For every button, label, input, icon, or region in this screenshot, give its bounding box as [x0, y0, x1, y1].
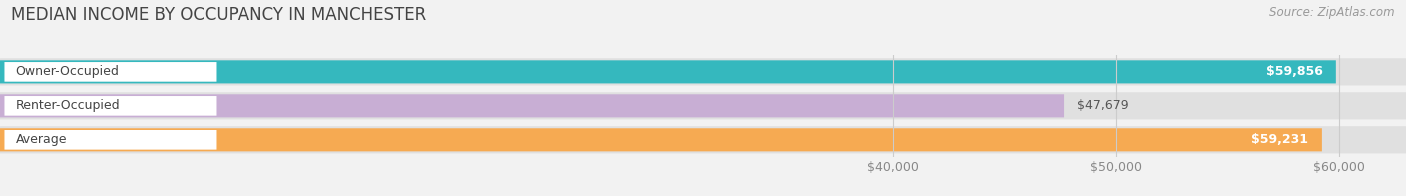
Text: $47,679: $47,679 — [1077, 99, 1129, 112]
FancyBboxPatch shape — [0, 94, 1064, 117]
FancyBboxPatch shape — [0, 126, 1406, 153]
Text: $59,231: $59,231 — [1251, 133, 1309, 146]
FancyBboxPatch shape — [0, 128, 1322, 151]
FancyBboxPatch shape — [4, 130, 217, 150]
FancyBboxPatch shape — [4, 62, 217, 82]
Text: Owner-Occupied: Owner-Occupied — [15, 65, 120, 78]
Text: $59,856: $59,856 — [1265, 65, 1323, 78]
FancyBboxPatch shape — [4, 96, 217, 116]
FancyBboxPatch shape — [0, 60, 1336, 83]
FancyBboxPatch shape — [0, 92, 1406, 119]
FancyBboxPatch shape — [0, 58, 1406, 85]
Text: MEDIAN INCOME BY OCCUPANCY IN MANCHESTER: MEDIAN INCOME BY OCCUPANCY IN MANCHESTER — [11, 6, 426, 24]
Text: Average: Average — [15, 133, 67, 146]
Text: Source: ZipAtlas.com: Source: ZipAtlas.com — [1270, 6, 1395, 19]
Text: Renter-Occupied: Renter-Occupied — [15, 99, 121, 112]
